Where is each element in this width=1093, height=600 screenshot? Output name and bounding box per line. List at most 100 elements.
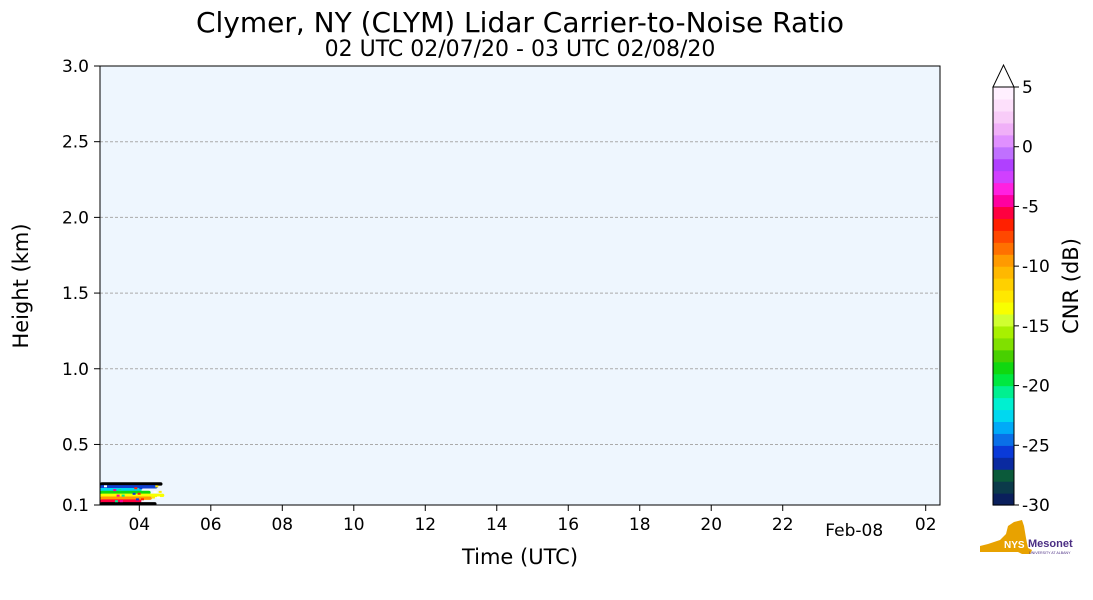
cnr-data-speckle — [155, 485, 159, 488]
colorbar-tick-label: -25 — [1022, 436, 1050, 456]
colorbar-segment — [993, 409, 1014, 422]
cnr-data-speckle — [132, 492, 136, 495]
chart-subtitle: 02 UTC 02/07/20 - 03 UTC 02/08/20 — [324, 37, 716, 62]
x-tick-label: 12 — [414, 515, 436, 535]
y-tick-label: 2.0 — [62, 208, 89, 228]
y-tick-label: 1.5 — [62, 284, 89, 304]
colorbar-segment — [993, 361, 1014, 375]
x-tick-label: 02 — [915, 515, 937, 535]
cnr-data-speckle — [113, 489, 117, 492]
colorbar-tick-label: 5 — [1022, 78, 1033, 98]
colorbar-segment — [993, 98, 1014, 112]
colorbar-segment — [993, 134, 1014, 148]
colorbar-segment — [993, 206, 1014, 219]
colorbar-segment — [993, 313, 1014, 327]
colorbar-segment — [993, 325, 1014, 339]
y-axis-ticks: 0.1 0.5 1.0 1.5 2.0 2.5 3.0 — [62, 57, 100, 516]
colorbar-segment — [993, 290, 1014, 303]
cnr-data-band — [100, 490, 151, 495]
x-axis-label: Time (UTC) — [461, 545, 578, 569]
colorbar-segment — [993, 433, 1014, 446]
colorbar-segment — [993, 469, 1014, 482]
colorbar-segment — [993, 481, 1014, 494]
cnr-data-speckle — [158, 490, 162, 493]
grid-lines — [100, 141, 940, 445]
colorbar-frame — [992, 86, 1015, 506]
y-tick-label: 0.5 — [62, 435, 89, 455]
cnr-data-speckle — [104, 485, 107, 488]
plot-frame — [99, 65, 941, 506]
colorbar-segment — [993, 421, 1014, 434]
logo-mesonet-text: Mesonet — [1028, 538, 1073, 550]
cnr-data-speckle — [121, 494, 125, 497]
cnr-data-speckle — [153, 490, 157, 493]
new-york-state-shape-icon — [980, 520, 1032, 554]
colorbar-segment — [993, 146, 1014, 160]
cnr-data-speckle — [134, 487, 138, 490]
colorbar-tick-label: -5 — [1022, 197, 1039, 217]
x-axis-ticks: 04 06 08 10 12 14 16 18 20 22 02 Feb-08 — [128, 505, 937, 541]
x-tick-label: 14 — [486, 515, 508, 535]
colorbar: 5 0 -5 -10 -15 -20 -25 -30 — [992, 63, 1050, 516]
y-tick-label: 3.0 — [62, 57, 89, 77]
plot-area — [100, 66, 940, 505]
cnr-data-speckle — [139, 487, 143, 490]
logo-university-text: UNIVERSITY AT ALBANY — [1029, 551, 1071, 555]
cnr-data-speckle — [118, 489, 122, 492]
colorbar-segment — [993, 182, 1014, 196]
colorbar-segment — [993, 493, 1014, 506]
colorbar-segment — [993, 385, 1014, 399]
logo-nys-text: NYS — [1004, 540, 1025, 551]
colorbar-segment — [993, 110, 1014, 124]
y-tick-label: 0.1 — [62, 496, 89, 516]
x-tick-label: 04 — [128, 515, 150, 535]
x-tick-label: 10 — [343, 515, 365, 535]
x-tick-label: 06 — [200, 515, 222, 535]
chart-title: Clymer, NY (CLYM) Lidar Carrier-to-Noise… — [195, 6, 845, 39]
cnr-data-speckle — [114, 500, 118, 503]
colorbar-segment — [993, 278, 1014, 291]
x-tick-label: 18 — [629, 515, 651, 535]
cnr-data-band — [100, 493, 165, 497]
colorbar-segment — [993, 397, 1014, 411]
colorbar-segment — [993, 337, 1014, 351]
cnr-data-speckle — [119, 500, 123, 503]
colorbar-segment — [993, 122, 1014, 136]
colorbar-segment — [993, 445, 1014, 458]
cnr-data-speckle — [156, 496, 160, 499]
cnr-data-blob — [100, 482, 165, 506]
cnr-data-band — [100, 482, 163, 486]
cnr-data-speckle — [141, 498, 144, 501]
colorbar-tick-label: -20 — [1022, 377, 1050, 397]
colorbar-segment — [993, 87, 1014, 100]
x-tick-label: 08 — [271, 515, 293, 535]
colorbar-segment — [993, 194, 1014, 208]
cnr-data-band — [100, 496, 152, 500]
colorbar-segment — [993, 254, 1014, 267]
y-tick-label: 2.5 — [62, 133, 89, 153]
colorbar-segment — [993, 266, 1014, 279]
colorbar-tick-label: -10 — [1022, 257, 1050, 277]
cnr-data-band — [100, 485, 158, 489]
colorbar-segment — [993, 457, 1014, 470]
colorbar-segment — [993, 373, 1014, 387]
y-axis-label: Height (km) — [9, 223, 33, 348]
colorbar-extend-arrow — [992, 63, 1015, 88]
x-tick-label: 16 — [557, 515, 579, 535]
colorbar-segment — [993, 301, 1014, 315]
cnr-data-speckle — [116, 494, 120, 497]
x-tick-label: 20 — [700, 515, 722, 535]
y-tick-label: 1.0 — [62, 360, 89, 380]
colorbar-segment — [993, 158, 1014, 172]
colorbar-segment — [993, 349, 1014, 363]
colorbar-segment — [993, 242, 1014, 255]
colorbar-segment — [993, 170, 1014, 184]
colorbar-segment — [993, 230, 1014, 243]
colorbar-tick-label: 0 — [1022, 138, 1033, 158]
cnr-data-speckle — [137, 492, 141, 495]
colorbar-tick-label: -15 — [1022, 317, 1050, 337]
colorbar-tick-label: -30 — [1022, 496, 1050, 516]
nys-mesonet-logo: NYS Mesonet UNIVERSITY AT ALBANY — [980, 520, 1073, 555]
cnr-data-speckle — [135, 498, 139, 501]
